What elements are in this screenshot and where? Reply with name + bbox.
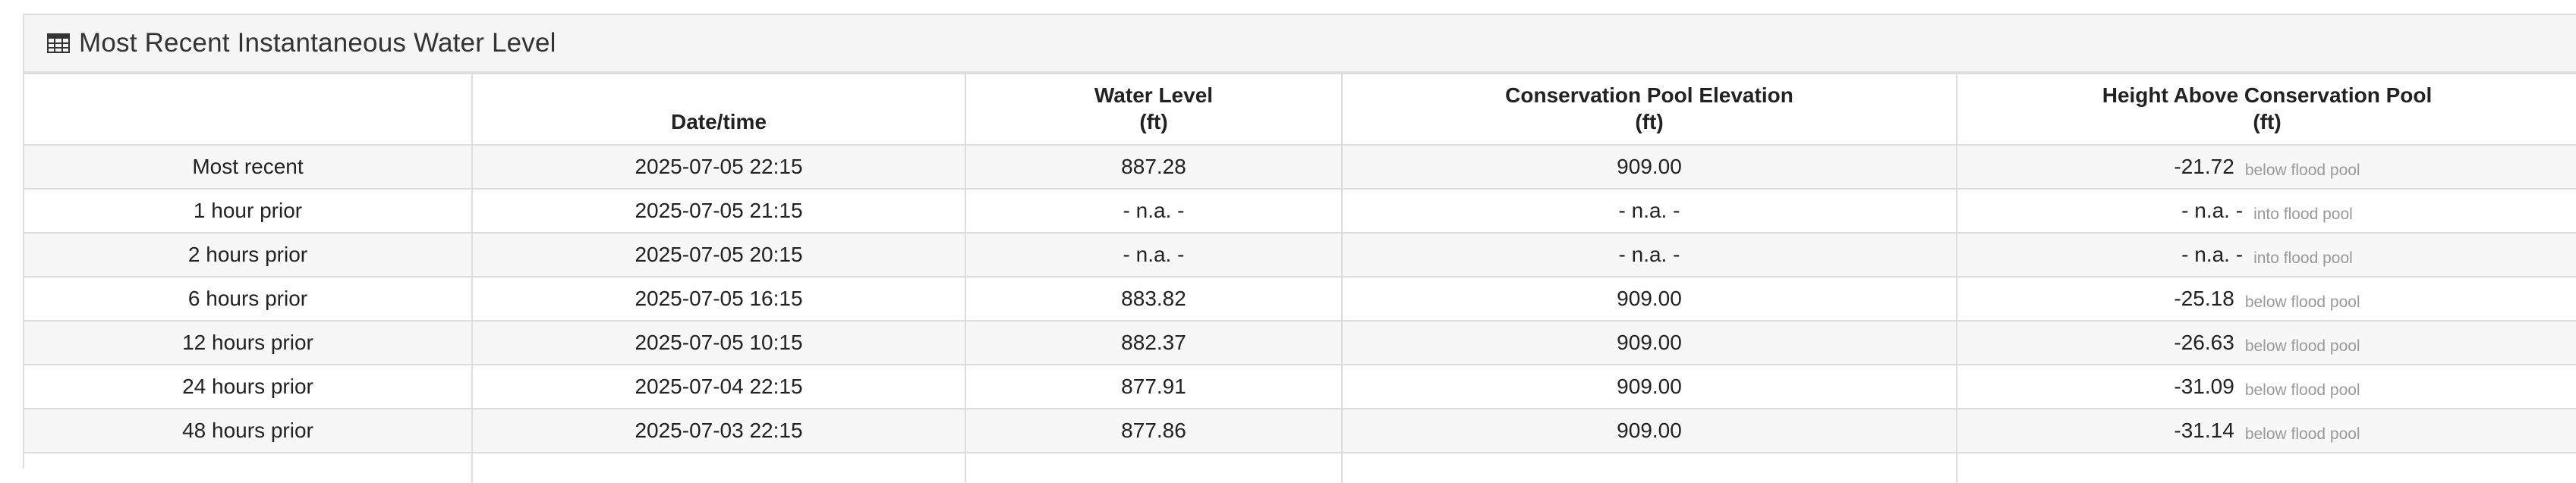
header-datetime: Date/time <box>471 73 966 146</box>
row-height: -26.63 below flood pool <box>1956 320 2576 365</box>
row-water-level: 877.91 <box>965 364 1343 409</box>
row-pool-elevation: 909.00 <box>1341 408 1957 453</box>
panel-title: Most Recent Instantaneous Water Level <box>79 28 556 58</box>
row-height-note: below flood pool <box>2244 162 2360 179</box>
row-height-note: into flood pool <box>2253 205 2353 223</box>
row-water-level: 887.28 <box>965 144 1343 190</box>
row-height-value: -21.72 <box>2174 155 2234 178</box>
panel-heading: Most Recent Instantaneous Water Level <box>24 15 2576 73</box>
row-pool-elevation: 909.00 <box>1341 276 1957 321</box>
row-datetime: 2025-07-05 10:15 <box>471 320 966 365</box>
row-water-level: 877.86 <box>965 408 1343 453</box>
row-datetime: 2025-07-05 16:15 <box>471 276 966 321</box>
header-conservation-pool: Conservation Pool Elevation (ft) <box>1341 73 1957 146</box>
row-label: 6 hours prior <box>24 276 473 321</box>
table-row: Most recent 2025-07-05 22:15 887.28 909.… <box>24 144 2576 190</box>
table-header-row: Date/time Water Level (ft) Conservation … <box>24 73 2576 146</box>
row-height-value: - n.a. - <box>2181 243 2244 266</box>
row-height-note: below flood pool <box>2244 293 2360 311</box>
table-filler-row <box>24 452 2576 483</box>
row-height: -31.14 below flood pool <box>1956 408 2576 453</box>
table-row: 48 hours prior 2025-07-03 22:15 877.86 9… <box>24 408 2576 453</box>
row-label: Most recent <box>24 144 473 190</box>
header-water-level: Water Level (ft) <box>965 73 1343 146</box>
table-row: 1 hour prior 2025-07-05 21:15 - n.a. - -… <box>24 188 2576 234</box>
row-datetime: 2025-07-04 22:15 <box>471 364 966 409</box>
row-datetime: 2025-07-05 21:15 <box>471 188 966 234</box>
row-label: 2 hours prior <box>24 232 473 278</box>
table-row: 6 hours prior 2025-07-05 16:15 883.82 90… <box>24 276 2576 321</box>
header-label <box>24 73 473 146</box>
row-pool-elevation: 909.00 <box>1341 144 1957 190</box>
header-height-above: Height Above Conservation Pool (ft) <box>1956 73 2576 146</box>
row-datetime: 2025-07-05 20:15 <box>471 232 966 278</box>
header-water-level-unit: (ft) <box>1139 110 1168 133</box>
filler-cell <box>1341 452 1957 483</box>
row-pool-elevation: - n.a. - <box>1341 232 1957 278</box>
row-label: 12 hours prior <box>24 320 473 365</box>
row-label: 24 hours prior <box>24 364 473 409</box>
water-level-table: Date/time Water Level (ft) Conservation … <box>24 73 2576 483</box>
row-height-value: -26.63 <box>2174 331 2234 354</box>
filler-cell <box>965 452 1343 483</box>
filler-cell <box>24 452 473 483</box>
row-height-note: below flood pool <box>2244 381 2360 399</box>
header-height-above-label: Height Above Conservation Pool <box>2102 83 2433 107</box>
header-datetime-label: Date/time <box>670 110 767 133</box>
row-water-level: - n.a. - <box>965 232 1343 278</box>
row-water-level: 883.82 <box>965 276 1343 321</box>
row-water-level: 882.37 <box>965 320 1343 365</box>
row-pool-elevation: 909.00 <box>1341 364 1957 409</box>
table-row: 24 hours prior 2025-07-04 22:15 877.91 9… <box>24 364 2576 409</box>
row-height: - n.a. - into flood pool <box>1956 188 2576 234</box>
row-height: -31.09 below flood pool <box>1956 364 2576 409</box>
row-height: - n.a. - into flood pool <box>1956 232 2576 278</box>
table-row: 2 hours prior 2025-07-05 20:15 - n.a. - … <box>24 232 2576 278</box>
row-pool-elevation: - n.a. - <box>1341 188 1957 234</box>
row-height-value: -31.09 <box>2174 375 2234 398</box>
table-icon <box>47 33 70 53</box>
row-water-level: - n.a. - <box>965 188 1343 234</box>
table-row: 12 hours prior 2025-07-05 10:15 882.37 9… <box>24 320 2576 365</box>
row-height: -25.18 below flood pool <box>1956 276 2576 321</box>
header-height-above-unit: (ft) <box>2253 110 2282 133</box>
header-conservation-pool-label: Conservation Pool Elevation <box>1505 83 1793 107</box>
row-height-value: - n.a. - <box>2181 199 2244 222</box>
row-height-note: below flood pool <box>2244 337 2360 355</box>
row-height-note: below flood pool <box>2244 425 2360 443</box>
header-water-level-label: Water Level <box>1094 83 1214 107</box>
filler-cell <box>1956 452 2576 483</box>
row-height-value: -25.18 <box>2174 287 2234 310</box>
row-height-value: -31.14 <box>2174 419 2234 442</box>
header-conservation-pool-unit: (ft) <box>1635 110 1664 133</box>
row-height: -21.72 below flood pool <box>1956 144 2576 190</box>
row-label: 1 hour prior <box>24 188 473 234</box>
row-height-note: into flood pool <box>2253 249 2353 267</box>
row-label: 48 hours prior <box>24 408 473 453</box>
row-datetime: 2025-07-05 22:15 <box>471 144 966 190</box>
row-pool-elevation: 909.00 <box>1341 320 1957 365</box>
filler-cell <box>471 452 966 483</box>
row-datetime: 2025-07-03 22:15 <box>471 408 966 453</box>
water-level-panel: Most Recent Instantaneous Water Level Da… <box>23 14 2576 483</box>
